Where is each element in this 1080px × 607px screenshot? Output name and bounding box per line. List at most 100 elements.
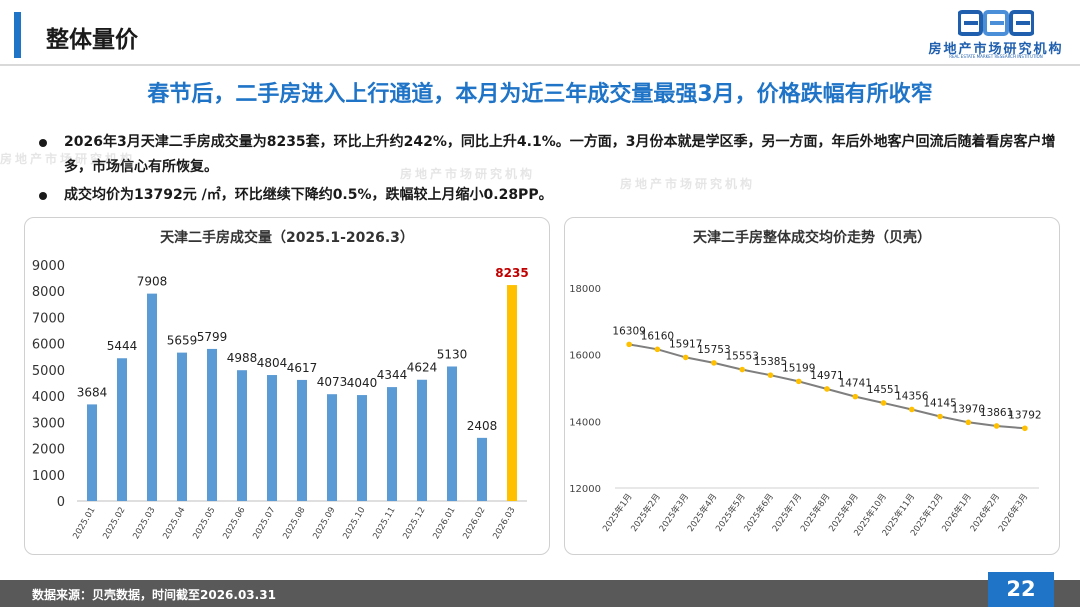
- y-tick-label: 5000: [32, 364, 65, 379]
- x-tick-label: 2025.08: [281, 506, 307, 541]
- x-tick-label: 2025.07: [251, 506, 277, 541]
- data-point: [767, 372, 774, 378]
- volume-bar-chart: 0 1000 2000 3000 4000 5000 6000 7000 8000 9000 368…: [32, 259, 529, 541]
- y-tick-label: 3000: [32, 416, 65, 431]
- data-label: 4617: [287, 361, 318, 375]
- x-tick-label: 2026.01: [431, 506, 457, 541]
- data-point: [626, 341, 632, 348]
- y-tick-label: 14000: [569, 417, 601, 428]
- page-number: 22: [1006, 577, 1036, 601]
- bullet-dot-icon: [39, 139, 47, 147]
- data-point: [824, 386, 830, 392]
- y-tick-label: 6000: [32, 338, 65, 353]
- data-label: 8235: [495, 266, 528, 280]
- data-point: [682, 354, 689, 361]
- data-point: [852, 393, 859, 400]
- data-label: 16309: [612, 325, 645, 337]
- data-label: 15917: [669, 338, 702, 350]
- y-tick-label: 16000: [569, 351, 601, 362]
- data-label: 5444: [107, 339, 138, 353]
- chart-title: 天津二手房整体成交均价走势（贝壳）: [693, 230, 931, 246]
- x-tick-label: 2025.03: [131, 506, 157, 541]
- x-tick-label: 2025.02: [101, 506, 127, 541]
- page-title: 整体量价: [46, 27, 138, 53]
- x-tick-label: 2025.06: [221, 506, 247, 541]
- data-label: 13861: [980, 407, 1013, 419]
- y-tick-label: 8000: [32, 285, 65, 300]
- data-label: 14356: [895, 390, 929, 402]
- price-chart-panel: 天津二手房整体成交均价走势（贝壳） 12000 14000 16000 18000 16…: [564, 217, 1060, 555]
- x-tick-label: 2025.05: [191, 506, 217, 541]
- y-tick-label: 0: [57, 495, 65, 510]
- header-accent-bar: [14, 12, 21, 58]
- x-tick-label: 2026.03: [491, 506, 517, 541]
- bar: [87, 404, 97, 501]
- y-tick-label: 2000: [32, 443, 65, 458]
- data-label: 14551: [867, 384, 900, 396]
- bar: [387, 387, 397, 501]
- data-label: 3684: [77, 385, 108, 399]
- data-label: 15199: [782, 362, 815, 374]
- bar: [207, 348, 217, 501]
- header-divider: [0, 64, 1080, 66]
- bar: [237, 370, 247, 501]
- data-label: 5130: [437, 347, 468, 361]
- bar: [327, 394, 337, 501]
- data-label: 14971: [810, 370, 843, 382]
- footer: 数据来源：贝壳数据，时间截至2026.03.31: [0, 580, 1080, 607]
- data-label: 15753: [697, 344, 730, 356]
- data-point: [739, 366, 745, 373]
- data-label: 13970: [952, 403, 985, 415]
- x-tick-label: 2025.12: [401, 506, 427, 541]
- y-tick-label: 9000: [32, 259, 65, 274]
- data-label: 14145: [923, 398, 956, 410]
- x-tick-label: 2025.01: [71, 506, 97, 541]
- volume-chart-panel: 天津二手房成交量（2025.1-2026.3） 0 1000 2000 3000 400…: [24, 217, 550, 555]
- logo-name: 房地产市场研究机构: [928, 42, 1064, 57]
- data-point: [1022, 425, 1028, 432]
- x-tick-label: 2025.09: [311, 506, 337, 541]
- data-source-note: 数据来源：贝壳数据，时间截至2026.03.31: [32, 588, 276, 602]
- y-tick-label: 4000: [32, 390, 65, 405]
- data-label: 15385: [754, 356, 787, 368]
- bar: [447, 366, 457, 501]
- data-label: 15553: [725, 351, 758, 363]
- x-tick-label: 2025.11: [371, 506, 397, 541]
- logo-mark-icon: [958, 10, 1034, 36]
- y-tick-label: 1000: [32, 469, 65, 484]
- bar: [357, 395, 367, 501]
- data-point: [993, 423, 1000, 429]
- bar: [417, 379, 427, 501]
- bullet-dot-icon: [39, 192, 47, 200]
- logo-name-en: REAL ESTATE MARKET RESEARCH INSTITUTION: [949, 54, 1043, 59]
- bar: [267, 375, 277, 501]
- y-tick-label: 12000: [569, 484, 601, 495]
- data-label: 13792: [1008, 409, 1041, 421]
- bullet-text: 成交均价为13792元 /㎡，环比继续下降约0.5%，跌幅较上月缩小0.28PP…: [64, 187, 553, 203]
- bullet-item: 2026年3月天津二手房成交量为8235套，环比上升约242%，同比上升4.1%…: [36, 130, 1056, 180]
- data-label: 5799: [197, 330, 228, 344]
- x-tick-label: 2025.10: [341, 506, 367, 541]
- y-tick-label: 18000: [569, 284, 601, 295]
- bar: [507, 285, 517, 501]
- chart-title: 天津二手房成交量（2025.1-2026.3）: [160, 230, 414, 246]
- bullet-text: 2026年3月天津二手房成交量为8235套，环比上升约242%，同比上升4.1%…: [64, 134, 1056, 175]
- bar: [177, 352, 187, 501]
- data-point: [654, 346, 661, 353]
- data-label: 4804: [257, 356, 288, 370]
- bar: [117, 358, 127, 501]
- data-label: 4988: [227, 351, 258, 365]
- data-label: 4344: [377, 368, 408, 382]
- data-label: 5659: [167, 334, 198, 348]
- data-label: 4624: [407, 361, 438, 375]
- data-label: 14741: [839, 378, 872, 390]
- headline: 春节后，二手房进入上行通道，本月为近三年成交量最强3月，价格跌幅有所收窄: [147, 82, 933, 107]
- data-point: [909, 406, 915, 413]
- bar: [297, 379, 307, 501]
- bullet-item: 成交均价为13792元 /㎡，环比继续下降约0.5%，跌幅较上月缩小0.28PP…: [36, 183, 1056, 208]
- data-point: [880, 400, 887, 406]
- data-label: 2408: [467, 419, 498, 433]
- page-number-badge: 22: [988, 572, 1054, 607]
- data-label: 16160: [641, 330, 674, 342]
- data-label: 7908: [137, 275, 168, 289]
